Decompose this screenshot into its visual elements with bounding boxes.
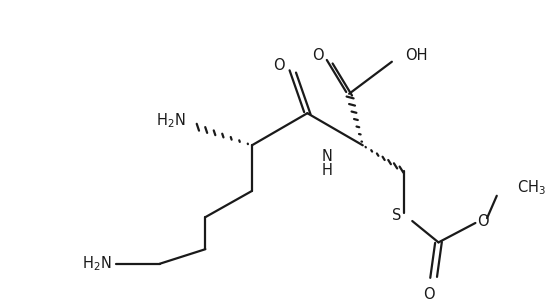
Text: OH: OH (405, 48, 428, 63)
Text: H: H (322, 163, 333, 178)
Text: O: O (423, 287, 434, 302)
Text: O: O (312, 48, 324, 63)
Text: S: S (392, 208, 402, 223)
Text: H$_2$N: H$_2$N (156, 112, 186, 130)
Text: CH$_3$: CH$_3$ (517, 179, 546, 197)
Text: N: N (322, 149, 333, 164)
Text: O: O (273, 58, 285, 73)
Text: H$_2$N: H$_2$N (81, 254, 111, 273)
Text: O: O (477, 214, 489, 229)
